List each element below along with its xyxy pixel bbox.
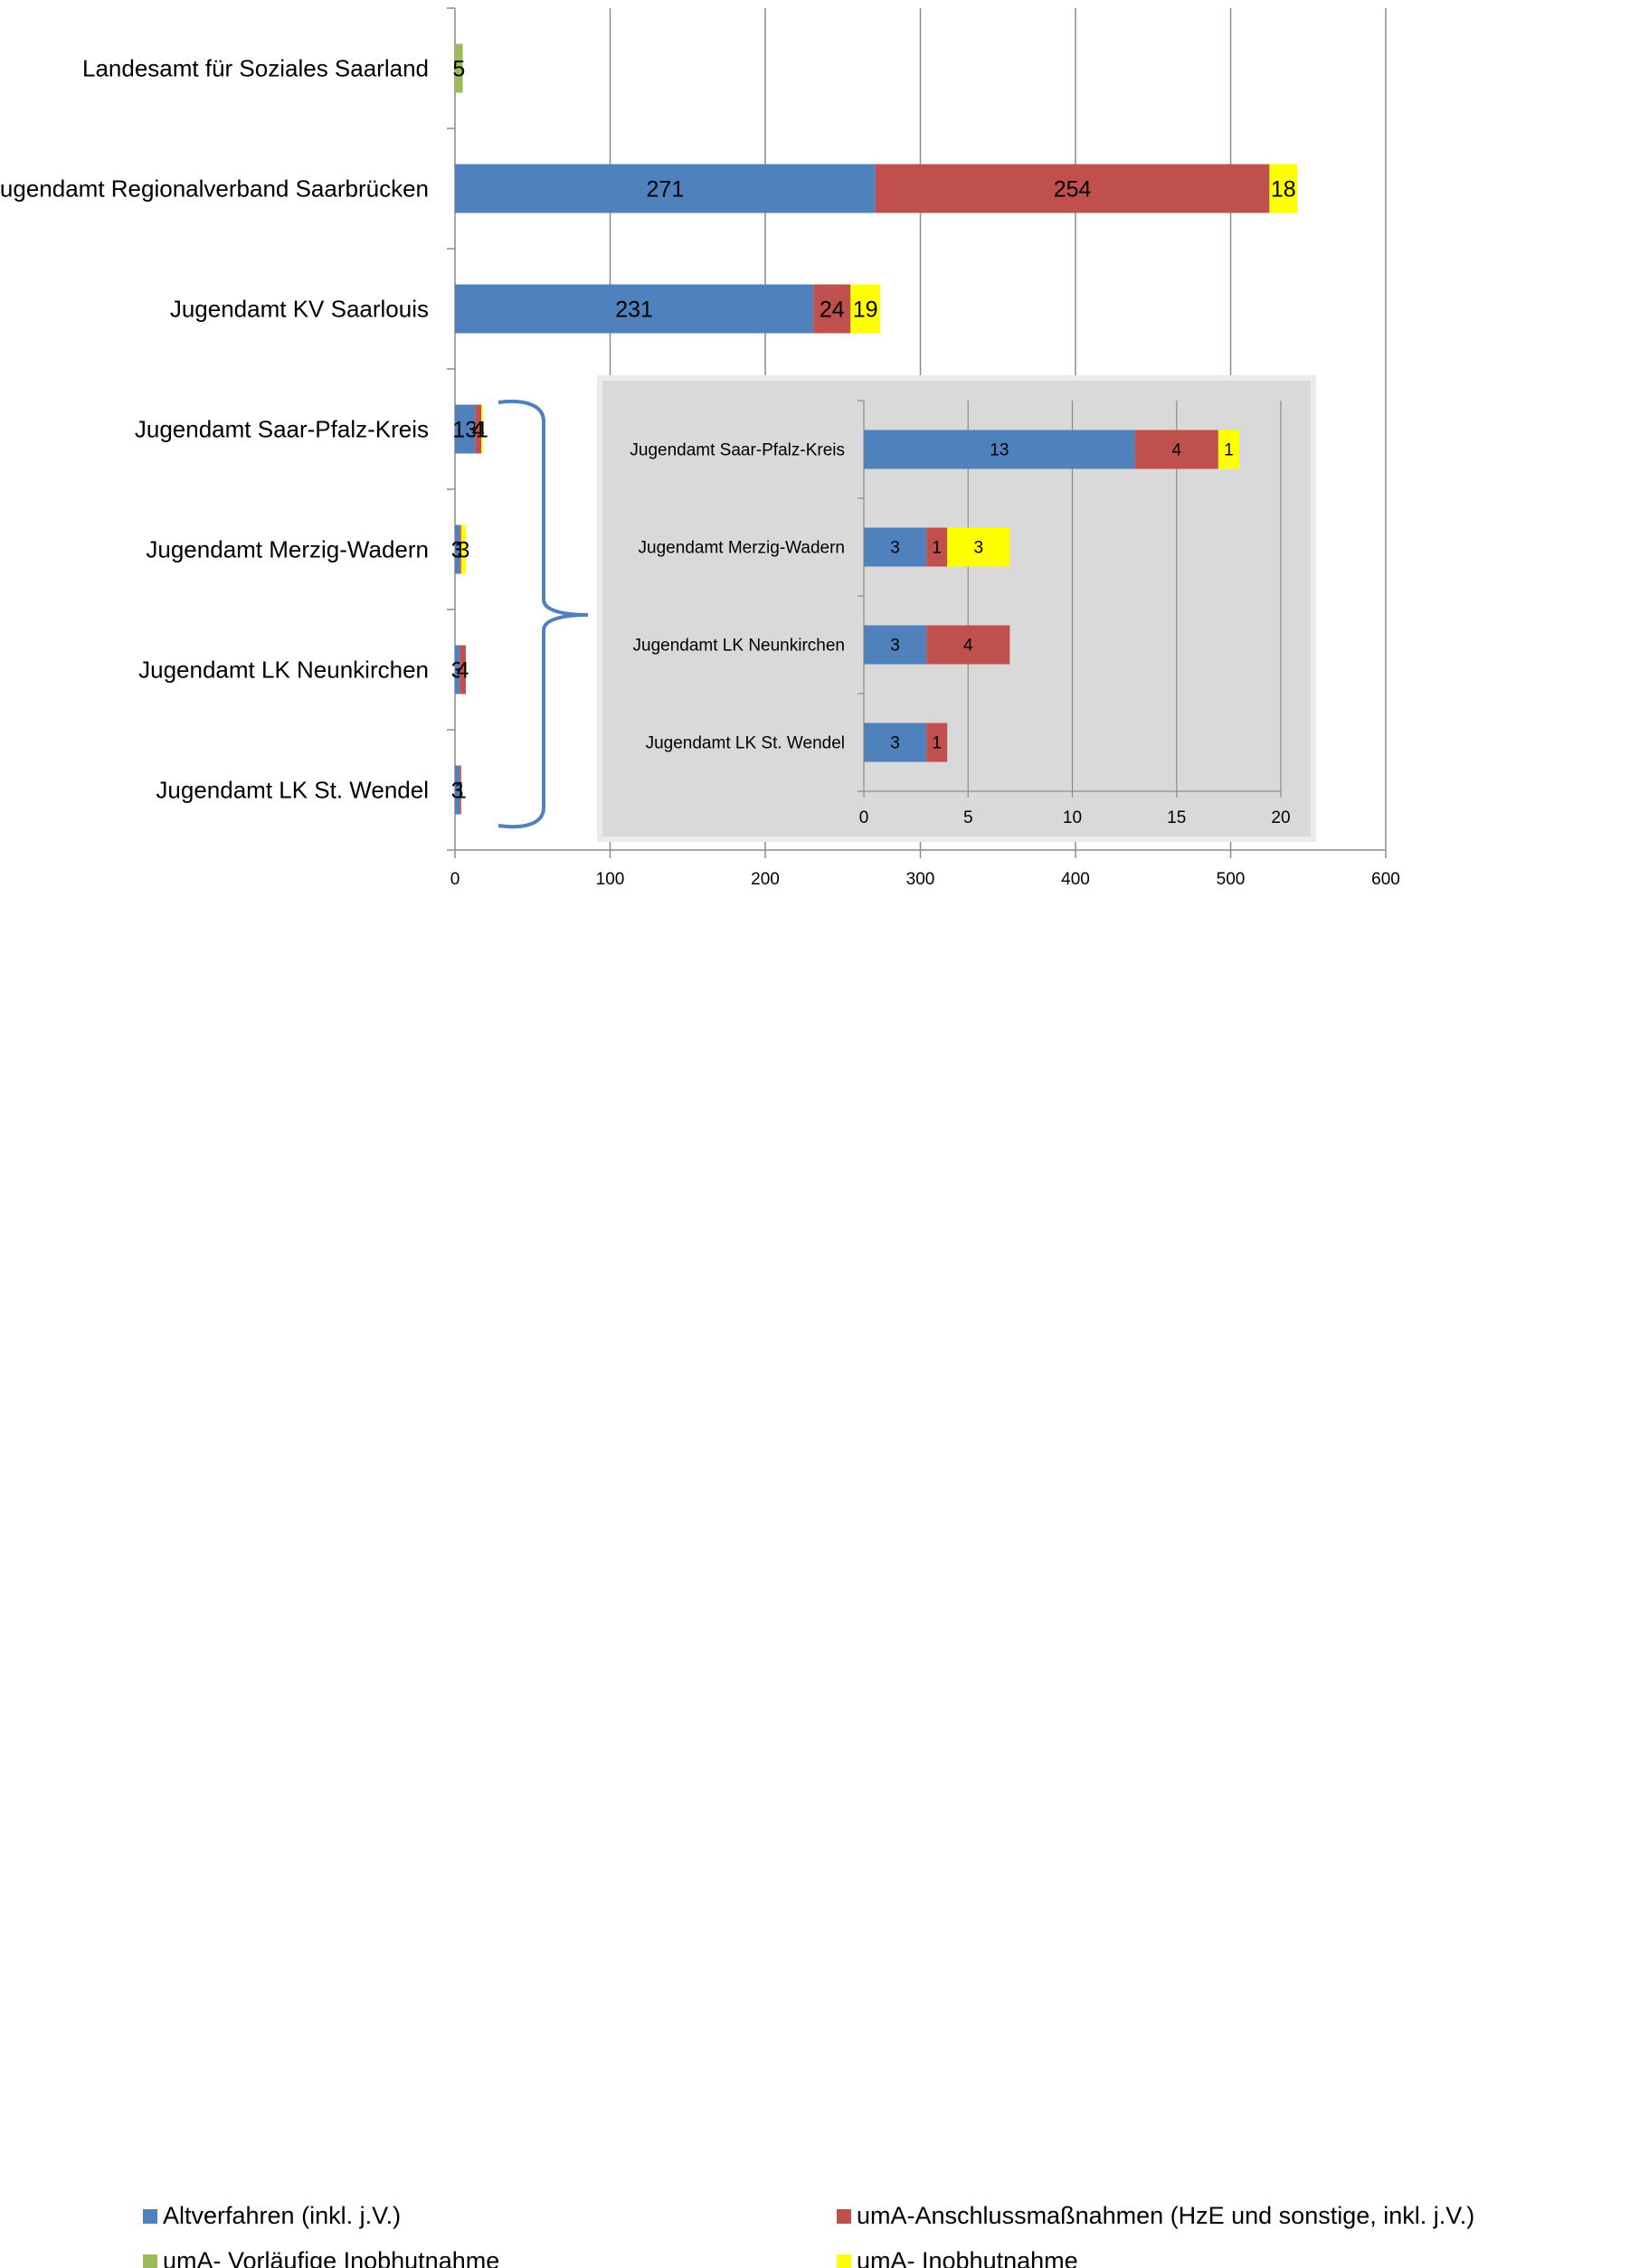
data-label: 231: [615, 297, 653, 322]
category-label-jugendamt-lk-neunkirchen: Jugendamt LK Neunkirchen: [633, 637, 845, 656]
legend-label-altverfahren: Altverfahren (inkl. j.V.): [163, 2202, 401, 2230]
x-tick-label: 500: [1217, 870, 1246, 889]
category-label-jugendamt-regionalverband-saarbrucken: Jugendamt Regionalverband Saarbrücken: [0, 175, 429, 203]
inset-brace: [498, 402, 588, 827]
data-label: 24: [820, 297, 845, 322]
legend-label-inobhut: umA- Inobhutnahme: [857, 2247, 1078, 2268]
category-label-jugendamt-saar-pfalz-kreis: Jugendamt Saar-Pfalz-Kreis: [630, 441, 845, 460]
data-label: 4: [963, 637, 973, 656]
category-label-jugendamt-kv-saarlouis: Jugendamt KV Saarlouis: [170, 296, 429, 323]
legend-swatch-altverfahren: [143, 2209, 157, 2224]
data-label: 13: [990, 441, 1009, 460]
data-label: 3: [973, 539, 983, 558]
data-label: 271: [647, 176, 685, 202]
data-label: 1: [454, 778, 467, 803]
x-tick-label: 600: [1371, 870, 1400, 889]
x-tick-label: 0: [450, 870, 460, 889]
x-tick-label: 5: [963, 808, 973, 827]
legend-swatch-inobhut: [837, 2254, 851, 2268]
legend-label-vorlaeufige: umA- Vorläufige Inobhutnahme: [163, 2247, 499, 2268]
x-tick-label: 200: [751, 870, 780, 889]
x-tick-label: 10: [1063, 808, 1082, 827]
data-label: 1: [932, 734, 942, 753]
data-label: 1: [476, 417, 488, 442]
x-tick-label: 15: [1167, 808, 1186, 827]
category-label-landesamt-fur-soziales-saarland: Landesamt für Soziales Saarland: [82, 55, 429, 82]
data-label: 254: [1054, 176, 1092, 202]
data-label: 18: [1271, 176, 1296, 202]
category-label-jugendamt-merzig-wadern: Jugendamt Merzig-Wadern: [146, 536, 429, 563]
legend-swatch-vorlaeufige: [143, 2254, 157, 2268]
legend-item-anschluss: umA-Anschlussmaßnahmen (HzE und sonstige…: [837, 2202, 1474, 2230]
x-tick-label: 400: [1061, 870, 1090, 889]
legend-item-altverfahren: Altverfahren (inkl. j.V.): [143, 2202, 401, 2230]
x-tick-label: 20: [1271, 808, 1290, 827]
data-label: 3: [890, 734, 900, 753]
legend-item-inobhut: umA- Inobhutnahme: [837, 2247, 1078, 2268]
data-label: 19: [853, 297, 878, 322]
data-label: 1: [932, 539, 942, 558]
category-label-jugendamt-lk-st-wendel: Jugendamt LK St. Wendel: [646, 734, 845, 753]
x-tick-label: 300: [906, 870, 935, 889]
legend-item-vorlaeufige: umA- Vorläufige Inobhutnahme: [143, 2247, 499, 2268]
data-label: 4: [457, 657, 469, 683]
category-label-jugendamt-merzig-wadern: Jugendamt Merzig-Wadern: [639, 539, 845, 558]
x-tick-label: 0: [859, 808, 869, 827]
data-label: 3: [457, 537, 469, 562]
category-label-jugendamt-saar-pfalz-kreis: Jugendamt Saar-Pfalz-Kreis: [135, 416, 429, 443]
legend-swatch-anschluss: [837, 2209, 851, 2224]
category-label-jugendamt-lk-st-wendel: Jugendamt LK St. Wendel: [156, 777, 429, 804]
data-label: 4: [1171, 441, 1181, 460]
data-label: 1: [1224, 441, 1234, 460]
legend-label-anschluss: umA-Anschlussmaßnahmen (HzE und sonstige…: [857, 2202, 1474, 2230]
category-label-jugendamt-lk-neunkirchen: Jugendamt LK Neunkirchen: [138, 657, 429, 684]
data-label: 5: [452, 56, 465, 81]
x-tick-label: 100: [596, 870, 625, 889]
data-label: 3: [890, 539, 900, 558]
data-label: 3: [890, 637, 900, 656]
